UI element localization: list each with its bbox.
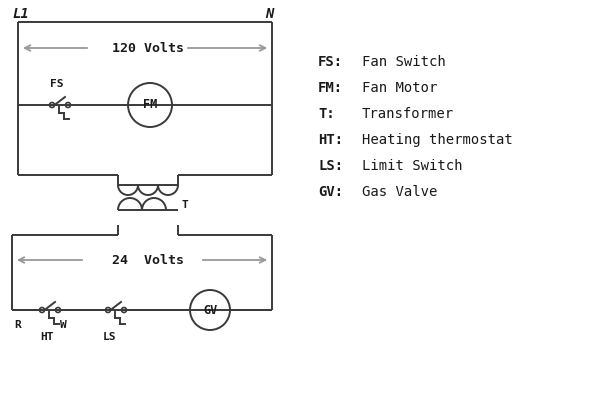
Text: FS: FS (50, 79, 64, 89)
Text: HT: HT (40, 332, 54, 342)
Text: FM:: FM: (318, 81, 343, 95)
Text: 120 Volts: 120 Volts (112, 42, 184, 54)
Text: Fan Switch: Fan Switch (362, 55, 446, 69)
Text: Heating thermostat: Heating thermostat (362, 133, 513, 147)
Text: HT:: HT: (318, 133, 343, 147)
Text: Gas Valve: Gas Valve (362, 185, 437, 199)
Text: GV:: GV: (318, 185, 343, 199)
Text: W: W (60, 320, 67, 330)
Text: N: N (265, 7, 273, 21)
Text: GV: GV (203, 304, 217, 316)
Text: LS:: LS: (318, 159, 343, 173)
Text: T:: T: (318, 107, 335, 121)
Text: FM: FM (143, 98, 157, 112)
Text: Fan Motor: Fan Motor (362, 81, 437, 95)
Text: Transformer: Transformer (362, 107, 454, 121)
Text: R: R (14, 320, 21, 330)
Text: LS: LS (103, 332, 117, 342)
Text: T: T (182, 200, 189, 210)
Text: FS:: FS: (318, 55, 343, 69)
Text: 24  Volts: 24 Volts (112, 254, 184, 266)
Text: L1: L1 (12, 7, 29, 21)
Text: Limit Switch: Limit Switch (362, 159, 463, 173)
